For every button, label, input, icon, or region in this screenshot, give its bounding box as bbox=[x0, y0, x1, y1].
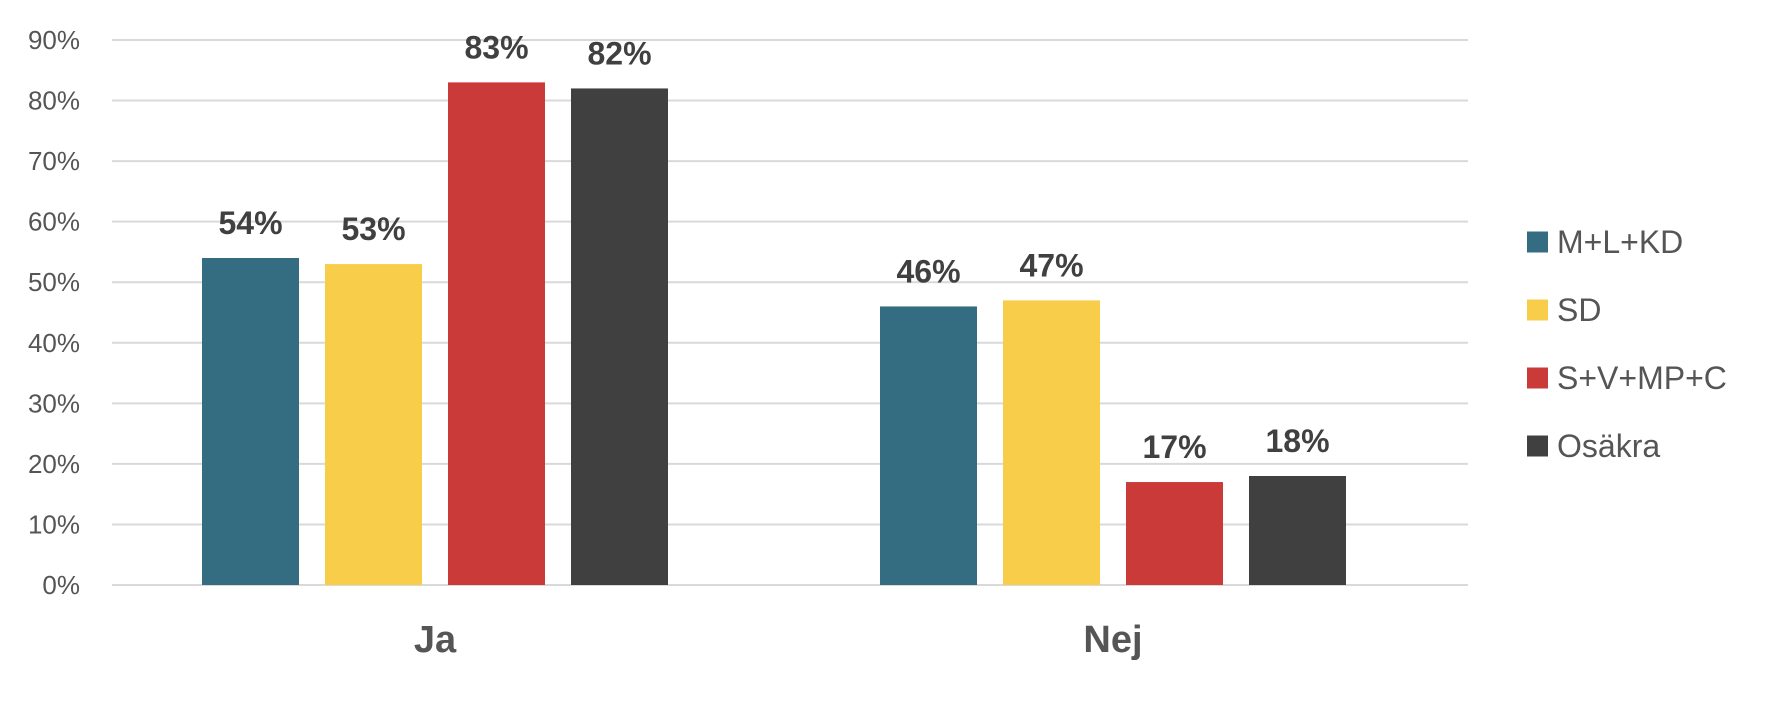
bar bbox=[1126, 482, 1223, 585]
y-tick-label: 20% bbox=[28, 449, 80, 479]
bars bbox=[202, 82, 1346, 585]
bar bbox=[1249, 476, 1346, 585]
y-tick-label: 30% bbox=[28, 388, 80, 418]
legend-swatch bbox=[1527, 299, 1548, 321]
data-label: 83% bbox=[464, 29, 528, 65]
legend-swatch bbox=[1527, 231, 1548, 253]
x-category-label: Nej bbox=[1083, 619, 1142, 661]
data-label: 53% bbox=[341, 211, 405, 247]
data-label: 82% bbox=[587, 35, 651, 71]
legend-swatch bbox=[1527, 367, 1548, 389]
data-label: 54% bbox=[218, 205, 282, 241]
data-label: 47% bbox=[1019, 247, 1083, 283]
x-category-label: Ja bbox=[414, 619, 457, 661]
bar bbox=[880, 306, 977, 585]
y-tick-label: 0% bbox=[42, 570, 80, 600]
y-tick-label: 40% bbox=[28, 328, 80, 358]
y-tick-label: 50% bbox=[28, 267, 80, 297]
y-tick-label: 80% bbox=[28, 86, 80, 116]
data-label: 46% bbox=[896, 253, 960, 289]
data-label: 17% bbox=[1142, 429, 1206, 465]
x-axis-categories: Ja Nej bbox=[414, 619, 1143, 661]
legend-label: Osäkra bbox=[1557, 428, 1660, 464]
bar bbox=[325, 264, 422, 585]
bar bbox=[571, 88, 668, 585]
y-tick-label: 70% bbox=[28, 146, 80, 176]
bar bbox=[448, 82, 545, 585]
bar bbox=[202, 258, 299, 585]
bar bbox=[1003, 300, 1100, 585]
legend-label: M+L+KD bbox=[1557, 224, 1683, 260]
y-axis-ticks: 0% 10% 20% 30% 40% 50% 60% 70% 80% 90% bbox=[28, 25, 80, 600]
y-tick-label: 60% bbox=[28, 207, 80, 237]
legend-label: S+V+MP+C bbox=[1557, 360, 1727, 396]
y-tick-label: 90% bbox=[28, 25, 80, 55]
y-tick-label: 10% bbox=[28, 509, 80, 539]
data-labels: 54% 53% 83% 82% 46% 47% 17% 18% bbox=[218, 29, 1329, 465]
data-label: 18% bbox=[1265, 423, 1329, 459]
legend-label: SD bbox=[1557, 292, 1601, 328]
legend-swatch bbox=[1527, 435, 1548, 457]
legend: M+L+KD SD S+V+MP+C Osäkra bbox=[1527, 224, 1727, 464]
